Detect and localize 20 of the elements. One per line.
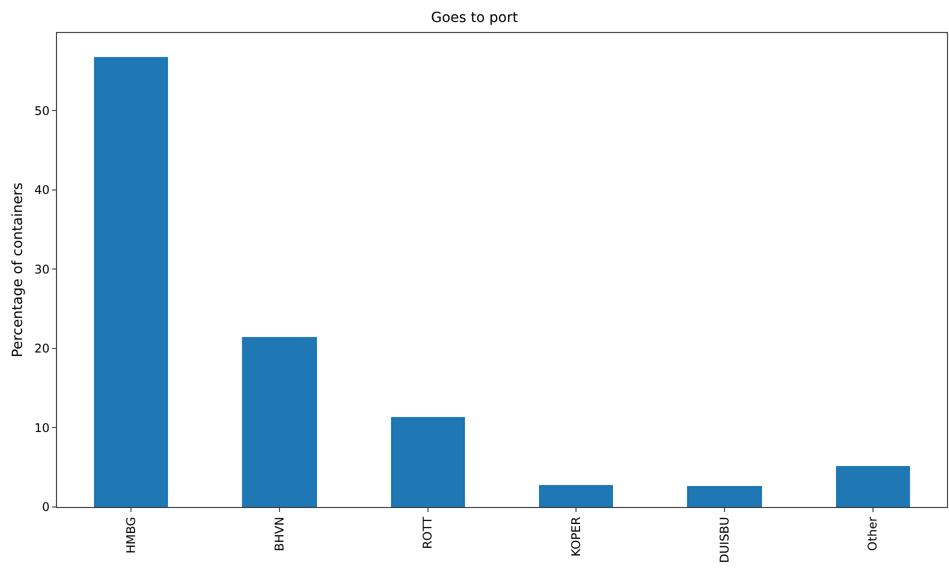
y-tick-label: 10 [34,420,50,435]
chart-title: Goes to port [431,10,518,26]
y-tick-label: 0 [42,500,50,514]
y-tick-label: 50 [34,104,50,118]
x-tick-label: DUISBU [717,516,732,564]
bar [687,486,762,507]
y-tick-label: 20 [34,342,50,356]
x-tick-label: Other [866,516,880,551]
x-tick-label: ROTT [420,516,435,550]
bar [242,337,317,507]
bar [539,485,613,507]
y-tick-label: 40 [34,183,50,198]
x-tick-label: BHVN [272,516,286,552]
y-tick-label: 30 [34,262,50,276]
bar [836,466,910,507]
x-tick-label: KOPER [569,516,584,557]
x-tick-label: HMBG [124,516,138,554]
bar [391,417,465,507]
y-axis-title: Percentage of containers [10,182,26,358]
bar [94,57,168,507]
